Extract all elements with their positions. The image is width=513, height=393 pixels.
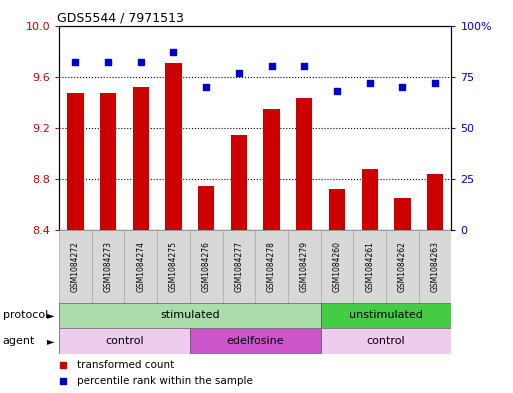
Point (104, 59, 112, 66)
Point (136, 59, 145, 66)
Bar (394, 198, 410, 230)
Bar (59, 303, 321, 328)
Bar (321, 303, 451, 328)
Bar (419, 230, 451, 303)
Bar (263, 108, 280, 230)
Text: GDS5544 / 7971513: GDS5544 / 7971513 (57, 11, 184, 24)
Point (300, 63, 308, 70)
Bar (223, 230, 255, 303)
Text: percentile rank within the sample: percentile rank within the sample (76, 376, 252, 386)
Text: GSM1084277: GSM1084277 (234, 241, 243, 292)
Text: GSM1084275: GSM1084275 (169, 241, 178, 292)
Text: GSM1084276: GSM1084276 (202, 241, 211, 292)
Bar (157, 230, 190, 303)
Point (71, 59, 80, 66)
Text: agent: agent (3, 336, 35, 346)
Point (431, 80, 439, 86)
Text: GSM1084263: GSM1084263 (430, 241, 440, 292)
Text: GSM1084272: GSM1084272 (71, 241, 80, 292)
Text: GSM1084273: GSM1084273 (104, 241, 112, 292)
Bar (132, 87, 149, 230)
Point (169, 49, 177, 55)
Text: ►: ► (47, 310, 55, 320)
Bar (165, 62, 182, 230)
Text: GSM1084278: GSM1084278 (267, 241, 276, 292)
Text: edelfosine: edelfosine (226, 336, 284, 346)
Bar (362, 169, 378, 230)
Text: ►: ► (47, 336, 55, 346)
Text: transformed count: transformed count (76, 360, 174, 370)
Bar (321, 328, 451, 354)
Bar (190, 328, 321, 354)
Text: protocol: protocol (3, 310, 48, 320)
Bar (321, 230, 353, 303)
Text: GSM1084274: GSM1084274 (136, 241, 145, 292)
Point (202, 84, 210, 90)
Point (366, 80, 374, 86)
Text: control: control (367, 336, 405, 346)
Bar (198, 186, 214, 230)
Point (398, 84, 406, 90)
Bar (288, 230, 321, 303)
Point (333, 88, 341, 94)
Text: control: control (105, 336, 144, 346)
Bar (124, 230, 157, 303)
Bar (59, 230, 92, 303)
Text: stimulated: stimulated (160, 310, 220, 320)
Text: GSM1084260: GSM1084260 (332, 241, 342, 292)
Bar (353, 230, 386, 303)
Text: unstimulated: unstimulated (349, 310, 423, 320)
Bar (329, 189, 345, 230)
Bar (190, 230, 223, 303)
Text: GSM1084262: GSM1084262 (398, 241, 407, 292)
Bar (255, 230, 288, 303)
Bar (231, 135, 247, 230)
Bar (296, 98, 312, 230)
Bar (386, 230, 419, 303)
Bar (67, 93, 84, 230)
Point (235, 70, 243, 76)
Bar (59, 328, 190, 354)
Point (267, 63, 275, 70)
Text: GSM1084279: GSM1084279 (300, 241, 309, 292)
Bar (100, 93, 116, 230)
Bar (92, 230, 125, 303)
Bar (427, 174, 443, 230)
Text: GSM1084261: GSM1084261 (365, 241, 374, 292)
